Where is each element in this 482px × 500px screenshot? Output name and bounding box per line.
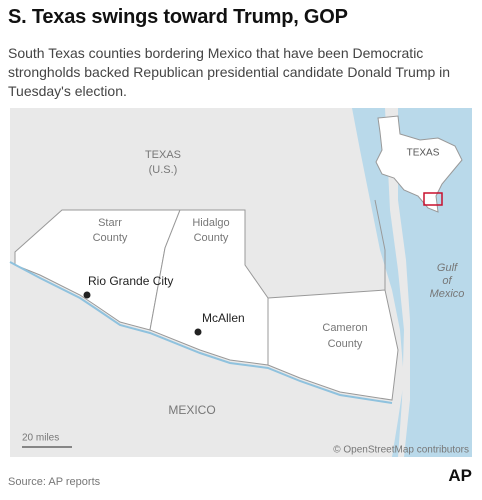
city-label: Rio Grande City xyxy=(88,274,173,288)
water-label: of xyxy=(442,275,452,287)
county-label: County xyxy=(328,338,363,350)
inset-label: TEXAS xyxy=(407,148,440,159)
inset-texas xyxy=(375,115,463,213)
county-line xyxy=(374,199,386,290)
city-dot xyxy=(194,328,202,336)
water-label: Gulf xyxy=(437,262,458,274)
city-dot xyxy=(83,291,91,299)
inset-locator xyxy=(423,192,443,206)
barrier-island xyxy=(385,108,410,457)
source: Source: AP reports xyxy=(8,476,101,488)
county-hidalgo xyxy=(149,209,269,366)
scale-label: 20 miles xyxy=(22,433,59,444)
country-label: MEXICO xyxy=(168,403,215,417)
attribution: © OpenStreetMap contributors xyxy=(333,445,469,456)
county-label: Hidalgo xyxy=(192,217,229,229)
rio-grande xyxy=(9,261,393,404)
county-label: Starr xyxy=(98,217,122,229)
county-label: County xyxy=(194,232,229,244)
county-label: County xyxy=(93,232,128,244)
county-cameron xyxy=(267,289,399,401)
country-label: (U.S.) xyxy=(149,164,178,176)
county-label: Cameron xyxy=(322,322,367,334)
title: S. Texas swings toward Trump, GOP xyxy=(8,6,348,28)
water-label: Mexico xyxy=(430,288,465,300)
country-label: TEXAS xyxy=(145,149,181,161)
logo: AP xyxy=(448,466,472,485)
subtitle: South Texas counties bordering Mexico th… xyxy=(8,45,451,99)
city-label: McAllen xyxy=(202,311,245,325)
